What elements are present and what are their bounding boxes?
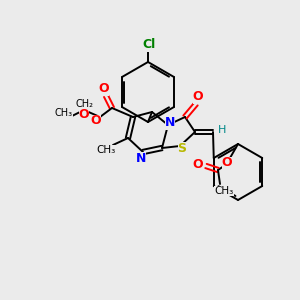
Text: O: O (193, 158, 203, 170)
Text: CH₃: CH₃ (96, 145, 116, 155)
Text: N: N (136, 152, 146, 164)
Text: CH₂: CH₂ (76, 99, 94, 109)
Text: CH₃: CH₃ (214, 186, 234, 196)
Text: S: S (178, 142, 187, 154)
Text: O: O (222, 157, 232, 169)
Text: CH₃: CH₃ (55, 108, 73, 118)
Text: Cl: Cl (142, 38, 156, 52)
Text: H: H (218, 125, 226, 135)
Text: O: O (79, 109, 89, 122)
Text: O: O (99, 82, 109, 95)
Text: O: O (91, 115, 101, 128)
Text: N: N (165, 116, 175, 130)
Text: O: O (193, 91, 203, 103)
